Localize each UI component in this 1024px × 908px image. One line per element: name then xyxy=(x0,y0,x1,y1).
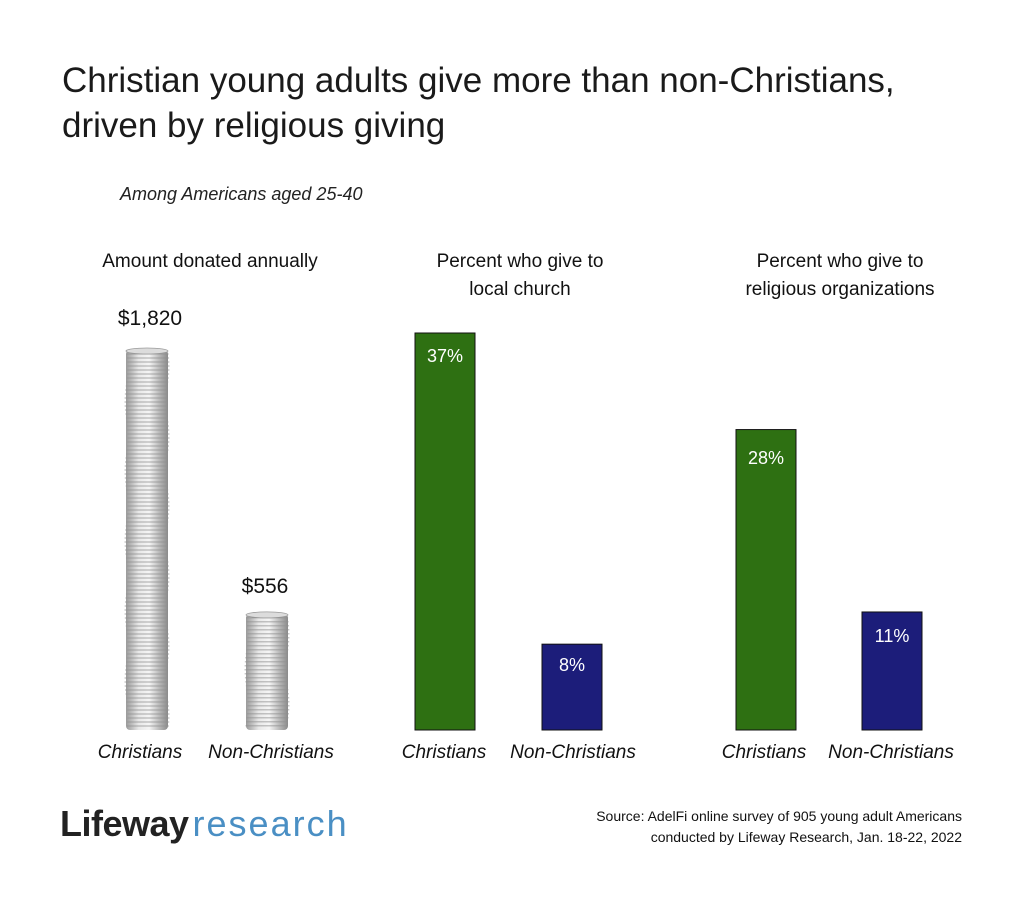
panel-title-local-church: Percent who give to local church xyxy=(390,248,650,304)
value-label-church-non-christians: 8% xyxy=(558,655,585,675)
value-label-orgs-non-christians: 11% xyxy=(874,626,910,646)
category-label-amount-christians: Christians xyxy=(97,742,183,763)
value-label-church-christians: 37% xyxy=(426,346,464,366)
subtitle: Among Americans aged 25-40 xyxy=(120,184,363,204)
source-line-1: Source: AdelFi online survey of 905 youn… xyxy=(596,808,962,824)
logo-sub: research xyxy=(192,803,349,844)
bar-church-christians xyxy=(414,332,476,731)
panel-title-religious-orgs-line2: religious organizations xyxy=(745,279,935,300)
page-title: Christian young adults give more than no… xyxy=(62,61,895,145)
panel-title-amount-text: Amount donated annually xyxy=(102,251,318,272)
source-note: Source: AdelFi online survey of 905 youn… xyxy=(502,806,962,848)
value-label-orgs-christians: 28% xyxy=(747,448,785,468)
coin-top-non-christians xyxy=(245,611,289,619)
coin-stack-body-non-christians xyxy=(246,613,288,730)
coin-top-christians xyxy=(125,347,169,355)
category-label-amount-non-christians: Non-Christians xyxy=(208,742,334,763)
category-label-orgs-non-christians: Non-Christians xyxy=(828,742,954,763)
coin-stack-body-christians xyxy=(126,350,168,730)
panel-title-local-church-line1: Percent who give to xyxy=(436,251,604,272)
panel-title-amount: Amount donated annually xyxy=(70,248,350,276)
panel-title-religious-orgs-line1: Percent who give to xyxy=(756,251,924,272)
coin-stack-christians xyxy=(124,347,170,730)
category-label-church-non-christians: Non-Christians xyxy=(510,742,636,763)
source-line-2: conducted by Lifeway Research, Jan. 18-2… xyxy=(650,829,962,845)
panel-title-local-church-line2: local church xyxy=(469,279,571,300)
lifeway-research-logo: Lifeway research xyxy=(60,802,349,846)
bar-orgs-christians xyxy=(735,429,797,731)
panel-title-religious-orgs: Percent who give to religious organizati… xyxy=(710,248,970,304)
logo-brand: Lifeway xyxy=(60,803,189,844)
bar-orgs-non-christians xyxy=(861,611,923,731)
category-label-church-christians: Christians xyxy=(401,742,487,763)
category-label-orgs-christians: Christians xyxy=(721,742,807,763)
bar-church-non-christians xyxy=(541,643,603,731)
value-label-amount-christians: $1,820 xyxy=(117,307,183,330)
value-label-amount-non-christians: $556 xyxy=(241,575,289,598)
coin-stack-non-christians xyxy=(244,611,290,730)
